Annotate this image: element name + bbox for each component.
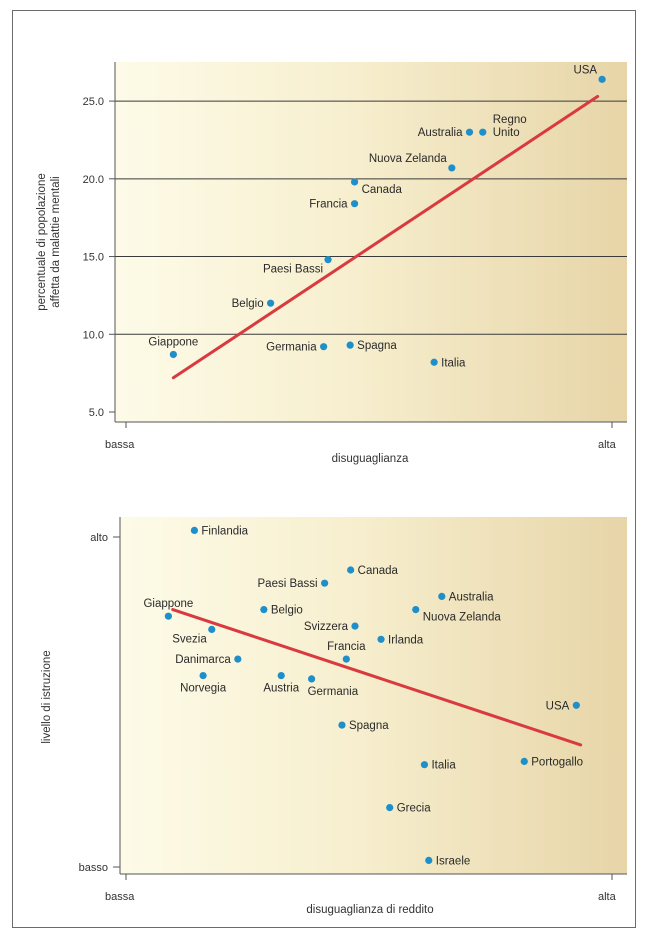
data-point-belgio	[260, 606, 268, 614]
data-point-australia	[465, 128, 474, 136]
data-point-danimarca	[234, 655, 242, 663]
data-point-germania	[308, 675, 316, 683]
point-label-paesi-bassi: Paesi Bassi	[258, 578, 318, 590]
data-point-nuova-zelanda	[412, 606, 420, 614]
point-label-italia: Italia	[431, 760, 456, 772]
point-label-usa: USA	[573, 64, 597, 76]
data-point-francia	[342, 655, 350, 663]
point-label-germania: Germania	[266, 342, 317, 354]
y-tick-low-2: basso	[79, 862, 108, 874]
point-label-giappone: Giappone	[143, 598, 193, 610]
y-tick-high-2: alto	[90, 532, 108, 544]
data-point-paesi-bassi	[321, 579, 329, 587]
point-label-grecia: Grecia	[397, 803, 431, 815]
point-label-finlandia: Finlandia	[201, 525, 248, 537]
point-label-norvegia: Norvegia	[180, 683, 227, 695]
x-tick-low-1: bassa	[105, 439, 135, 451]
data-point-italia	[430, 358, 438, 366]
data-point-irlanda	[377, 635, 385, 643]
point-label-germania: Germania	[308, 686, 359, 698]
point-label-regno-unito: Unito	[493, 127, 520, 139]
plot-area-1	[115, 62, 627, 422]
point-label-italia: Italia	[441, 357, 466, 369]
trend-line-1	[171, 94, 600, 380]
data-point-usa	[572, 701, 580, 709]
plot-area-2	[120, 517, 627, 874]
data-point-germania	[320, 343, 328, 351]
data-point-canada	[350, 178, 359, 186]
data-point-italia	[420, 761, 429, 769]
chart-education: alto basso Finlandia Canada Paesi Bassi Aus…	[41, 517, 627, 916]
trend-line-2	[171, 608, 583, 747]
data-point-belgio	[267, 299, 275, 307]
y-ticks-1: 5.0 10.0 15.0 20.0 25.0	[83, 96, 115, 419]
point-label-francia: Francia	[327, 641, 366, 653]
data-point-spagna	[346, 341, 354, 349]
x-axis-label-1: disuguaglianza	[332, 453, 409, 465]
x-axis-label-2: disuguaglianza di reddito	[306, 904, 433, 916]
point-label-francia: Francia	[309, 199, 348, 211]
x-tick-high-1: alta	[598, 439, 617, 451]
point-label-spagna: Spagna	[349, 720, 389, 732]
y-tick-label: 25.0	[83, 96, 104, 108]
data-point-francia	[350, 200, 359, 208]
point-label-irlanda: Irlanda	[388, 634, 424, 646]
data-point-usa	[598, 75, 606, 83]
point-label-belgio: Belgio	[232, 298, 264, 310]
data-point-portogallo	[520, 757, 528, 766]
y-axis-label-1a: percentuale di popolazione	[36, 173, 48, 310]
data-point-svizzera	[351, 622, 359, 630]
point-label-paesi-bassi: Paesi Bassi	[263, 264, 323, 276]
point-label-nuova-zelanda: Nuova Zelanda	[369, 153, 448, 165]
point-label-australia: Australia	[449, 591, 494, 603]
point-label-regno-unito: Regno	[493, 114, 527, 126]
data-point-finlandia	[190, 526, 199, 535]
point-label-canada: Canada	[362, 184, 403, 196]
data-point-israele	[425, 856, 433, 865]
point-label-svezia: Svezia	[172, 633, 207, 645]
data-point-nuova-zelanda	[448, 164, 456, 172]
y-tick-label: 10.0	[83, 329, 104, 341]
x-tick-high-2: alta	[598, 891, 617, 903]
data-point-regno-unito	[479, 128, 487, 136]
data-point-austria	[277, 672, 285, 680]
data-point-spagna	[338, 721, 346, 729]
data-point-svezia	[208, 625, 216, 634]
points-2: Finlandia Canada Paesi Bassi Australia Nuova…	[143, 525, 583, 867]
x-tick-low-2: bassa	[105, 891, 135, 903]
y-axis-label-1b: affetta da malattie mentali	[50, 176, 62, 307]
data-point-norvegia	[199, 672, 207, 680]
y-tick-label: 15.0	[83, 252, 104, 264]
data-point-giappone	[164, 612, 172, 620]
data-point-australia	[438, 592, 446, 601]
data-point-canada	[347, 566, 355, 574]
point-label-giappone: Giappone	[148, 336, 198, 348]
point-label-usa: USA	[546, 700, 570, 712]
data-point-giappone	[169, 350, 177, 359]
grid-lines-1	[115, 100, 627, 335]
y-tick-label: 20.0	[83, 174, 104, 186]
data-point-grecia	[386, 804, 394, 812]
point-label-canada: Canada	[358, 565, 399, 577]
point-label-israele: Israele	[436, 855, 471, 867]
point-label-nuova-zelanda: Nuova Zelanda	[423, 612, 502, 624]
point-label-portogallo: Portogallo	[531, 756, 583, 768]
point-label-spagna: Spagna	[357, 340, 397, 352]
point-label-australia: Australia	[418, 127, 463, 139]
data-point-paesi-bassi	[324, 256, 332, 264]
point-label-belgio: Belgio	[271, 605, 303, 617]
point-label-danimarca: Danimarca	[175, 654, 231, 666]
point-label-svizzera: Svizzera	[304, 621, 349, 633]
y-tick-label: 5.0	[89, 407, 104, 419]
point-label-austria: Austria	[263, 683, 299, 695]
y-axis-label-2: livello di istruzione	[41, 650, 53, 743]
